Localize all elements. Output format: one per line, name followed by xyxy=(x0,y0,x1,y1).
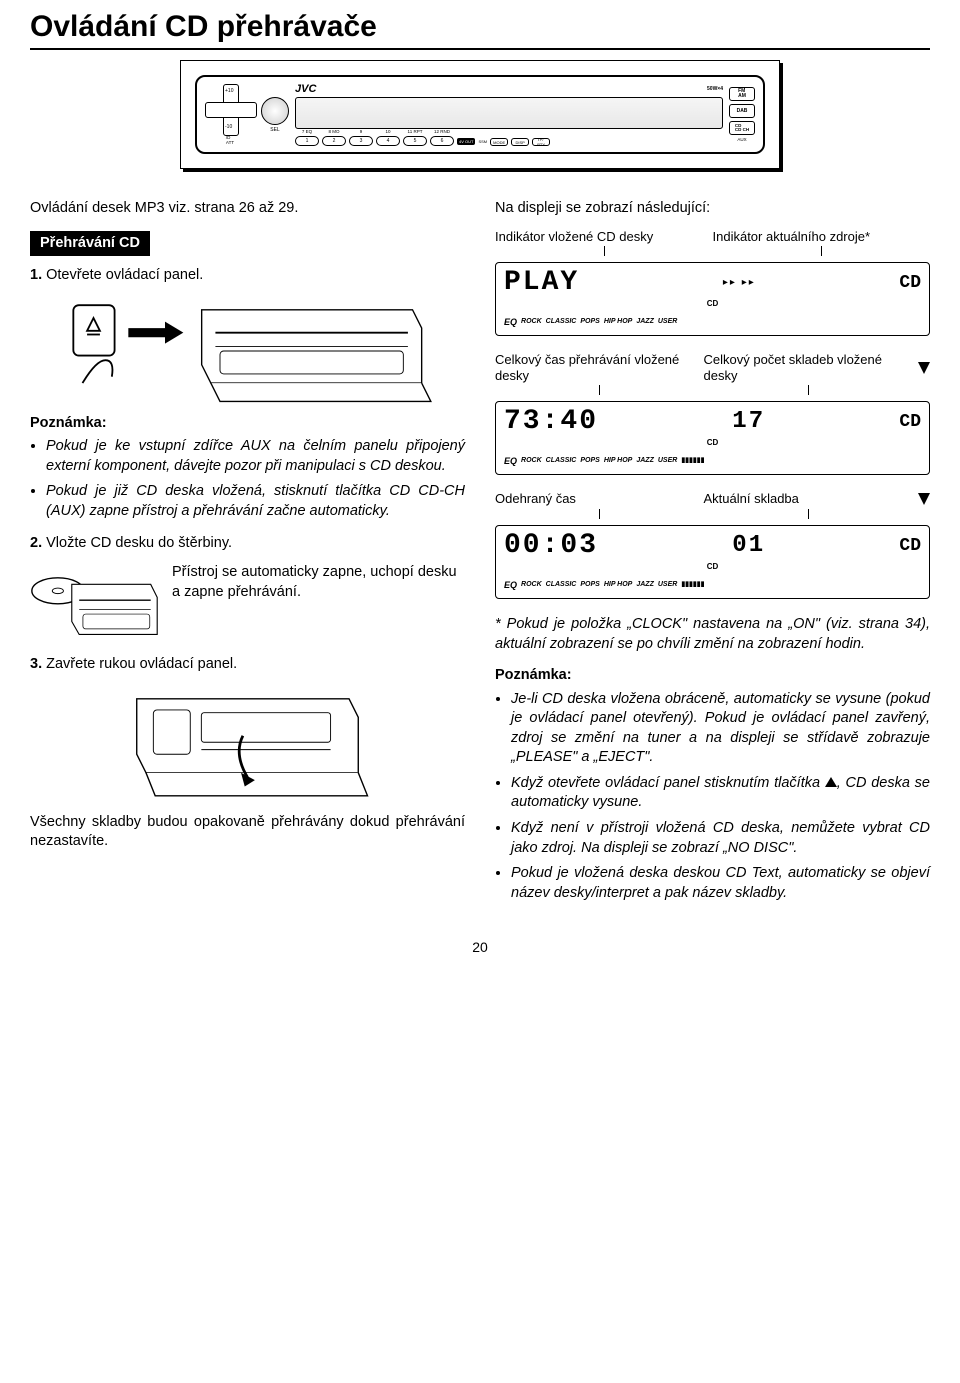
right-column: Na displeji se zobrazí následující: Indi… xyxy=(495,199,930,915)
step-2-row: Přístroj se automaticky zapne, uchopí de… xyxy=(30,563,465,643)
disp2-left-label: Celkový čas přehrávání vložené desky xyxy=(495,352,704,383)
play-cd: CD xyxy=(899,271,921,295)
radio-faceplate: +10 -10 /D ATT SEL JVC 50W×4 7 EQ 8 MO 9… xyxy=(195,75,765,154)
volume-knob xyxy=(261,97,289,125)
note2-bullets: Je-li CD deska vložena obráceně, automat… xyxy=(511,690,930,904)
note2-bullet-2: Když otevřete ovládací panel stisknutím … xyxy=(511,774,930,813)
total-tracks: 17 xyxy=(732,410,765,434)
num-button: 1 xyxy=(295,136,319,146)
left-column: Ovládání desek MP3 viz. strana 26 až 29.… xyxy=(30,199,465,915)
note-bullet-2: Pokud je již CD deska vložená, stisknutí… xyxy=(46,482,465,521)
total-time: 73:40 xyxy=(504,408,598,436)
illustration-open-panel xyxy=(30,296,465,406)
disp3-left-label: Odehraný čas xyxy=(495,491,704,507)
step-2-text: Vložte CD desku do štěrbiny. xyxy=(46,535,232,551)
disp3-right-label: Aktuální skladba xyxy=(704,491,913,507)
num-button: 6 xyxy=(430,136,454,146)
mini-button-row: MODE DISP TP/ PTY xyxy=(490,138,550,146)
step-2-num: 2. xyxy=(30,535,42,551)
current-cd: CD xyxy=(899,534,921,558)
step-1-text: Otevřete ovládací panel. xyxy=(46,267,203,283)
note2-bullet-1: Je-li CD deska vložena obráceně, automat… xyxy=(511,690,930,768)
num-button: 5 xyxy=(403,136,427,146)
mode-button: MODE xyxy=(490,138,508,146)
out-label: 4V OUT xyxy=(457,138,475,145)
disp2-right-label: Celkový počet skladeb vložené desky xyxy=(704,352,913,383)
display-play: PLAY ▸▸ ▸▸ CD CD EQ ROCK CLASSIC POPS HI… xyxy=(495,262,930,336)
num-button: 4 xyxy=(376,136,400,146)
down-arrow-icon xyxy=(918,362,930,374)
fmam-button: FM AM xyxy=(729,87,755,101)
star-note: * Pokud je položka „CLOCK" nastavena na … xyxy=(495,615,930,654)
power-label: 50W×4 xyxy=(707,86,723,92)
disp1-left-label: Indikátor vložené CD desky xyxy=(495,229,713,245)
step-2-aside: Přístroj se automaticky zapne, uchopí de… xyxy=(172,563,465,602)
illustration-close-panel xyxy=(30,685,465,805)
step-3-num: 3. xyxy=(30,656,42,672)
display-current: 00:03 01 CD CD EQ ROCK CLASSIC POPS HIP … xyxy=(495,525,930,599)
note2-bullet-3: Když není v přístroji vložená CD deska, … xyxy=(511,819,930,858)
brand-label: JVC xyxy=(295,83,316,95)
note-bullet-1: Pokud je ke vstupní zdířce AUX na čelním… xyxy=(46,437,465,476)
display-total: 73:40 17 CD CD EQ ROCK CLASSIC POPS HIP … xyxy=(495,401,930,475)
page-number: 20 xyxy=(30,939,930,955)
total-cd: CD xyxy=(899,410,921,434)
eq-row-3: EQ ROCK CLASSIC POPS HIP HOP JAZZ USER ▮… xyxy=(504,579,921,591)
mp3-intro: Ovládání desek MP3 viz. strana 26 až 29. xyxy=(30,199,465,219)
note2-bullet-4: Pokud je vložená deska deskou CD Text, a… xyxy=(511,864,930,903)
play-text: PLAY xyxy=(504,269,579,297)
dab-button: DAB xyxy=(729,104,755,118)
cd-icon-1: CD xyxy=(504,299,921,310)
step-2: 2. Vložte CD desku do štěrbiny. xyxy=(30,534,465,554)
note2-title: Poznámka: xyxy=(495,666,930,686)
lcd-screen xyxy=(295,97,723,129)
dpad-up-label: +10 xyxy=(225,88,233,94)
cd-button: CD CD CH xyxy=(729,121,755,135)
cd-icon-2: CD xyxy=(504,438,921,449)
display-group-current: Odehraný čas Aktuální skladba 00:03 01 C… xyxy=(495,491,930,599)
cd-icon-3: CD xyxy=(504,562,921,573)
eq-row-1: EQ ROCK CLASSIC POPS HIP HOP JAZZ USER xyxy=(504,316,921,328)
replay-text: Všechny skladby budou opakovaně přehrává… xyxy=(30,813,465,852)
display-group-total: Celkový čas přehrávání vložené desky Cel… xyxy=(495,352,930,475)
elapsed-time: 00:03 xyxy=(504,532,598,560)
radio-illustration-frame: +10 -10 /D ATT SEL JVC 50W×4 7 EQ 8 MO 9… xyxy=(180,60,780,169)
source-buttons: FM AM DAB CD CD CH xyxy=(729,87,755,135)
tp-pty-button: TP/ PTY xyxy=(532,138,550,146)
ssm-label: SSM xyxy=(478,139,487,144)
step-1: 1. Otevřete ovládací panel. xyxy=(30,266,465,286)
step-3-text: Zavřete rukou ovládací panel. xyxy=(46,656,237,672)
disp1-right-label: Indikátor aktuálního zdroje* xyxy=(713,229,931,245)
disp-button: DISP xyxy=(511,138,529,146)
page-title: Ovládání CD přehrávače xyxy=(30,10,930,50)
num-button: 2 xyxy=(322,136,346,146)
illustration-insert-cd xyxy=(30,563,160,643)
display-intro: Na displeji se zobrazí následující: xyxy=(495,199,930,219)
display-group-play: Indikátor vložené CD desky Indikátor akt… xyxy=(495,229,930,337)
sel-label: SEL xyxy=(270,127,279,133)
down-arrow-icon xyxy=(918,493,930,505)
dpad: +10 -10 xyxy=(205,84,255,134)
note-bullets: Pokud je ke vstupní zdířce AUX na čelním… xyxy=(46,437,465,521)
step-3: 3. Zavřete rukou ovládací panel. xyxy=(30,655,465,675)
aux-label: AUX xyxy=(737,137,746,142)
lcd-column: JVC 50W×4 7 EQ 8 MO 9 10 11 RPT 12 RND 1… xyxy=(295,83,723,146)
content-columns: Ovládání desek MP3 viz. strana 26 až 29.… xyxy=(30,199,930,915)
step-1-num: 1. xyxy=(30,267,42,283)
section-tab-playback: Přehrávání CD xyxy=(30,231,150,257)
play-arrows: ▸▸ ▸▸ xyxy=(723,276,756,290)
dpad-down-label: -10 xyxy=(225,124,232,130)
eq-row-2: EQ ROCK CLASSIC POPS HIP HOP JAZZ USER ▮… xyxy=(504,455,921,467)
num-button-labels: 7 EQ 8 MO 9 10 11 RPT 12 RND xyxy=(295,129,723,134)
num-button-row: 1 2 3 4 5 6 4V OUT SSM MODE DISP TP/ PTY xyxy=(295,136,723,146)
eject-icon xyxy=(825,777,837,787)
note-title: Poznámka: xyxy=(30,414,465,434)
num-button: 3 xyxy=(349,136,373,146)
current-track: 01 xyxy=(732,534,765,558)
att-label: /D ATT xyxy=(226,136,234,145)
